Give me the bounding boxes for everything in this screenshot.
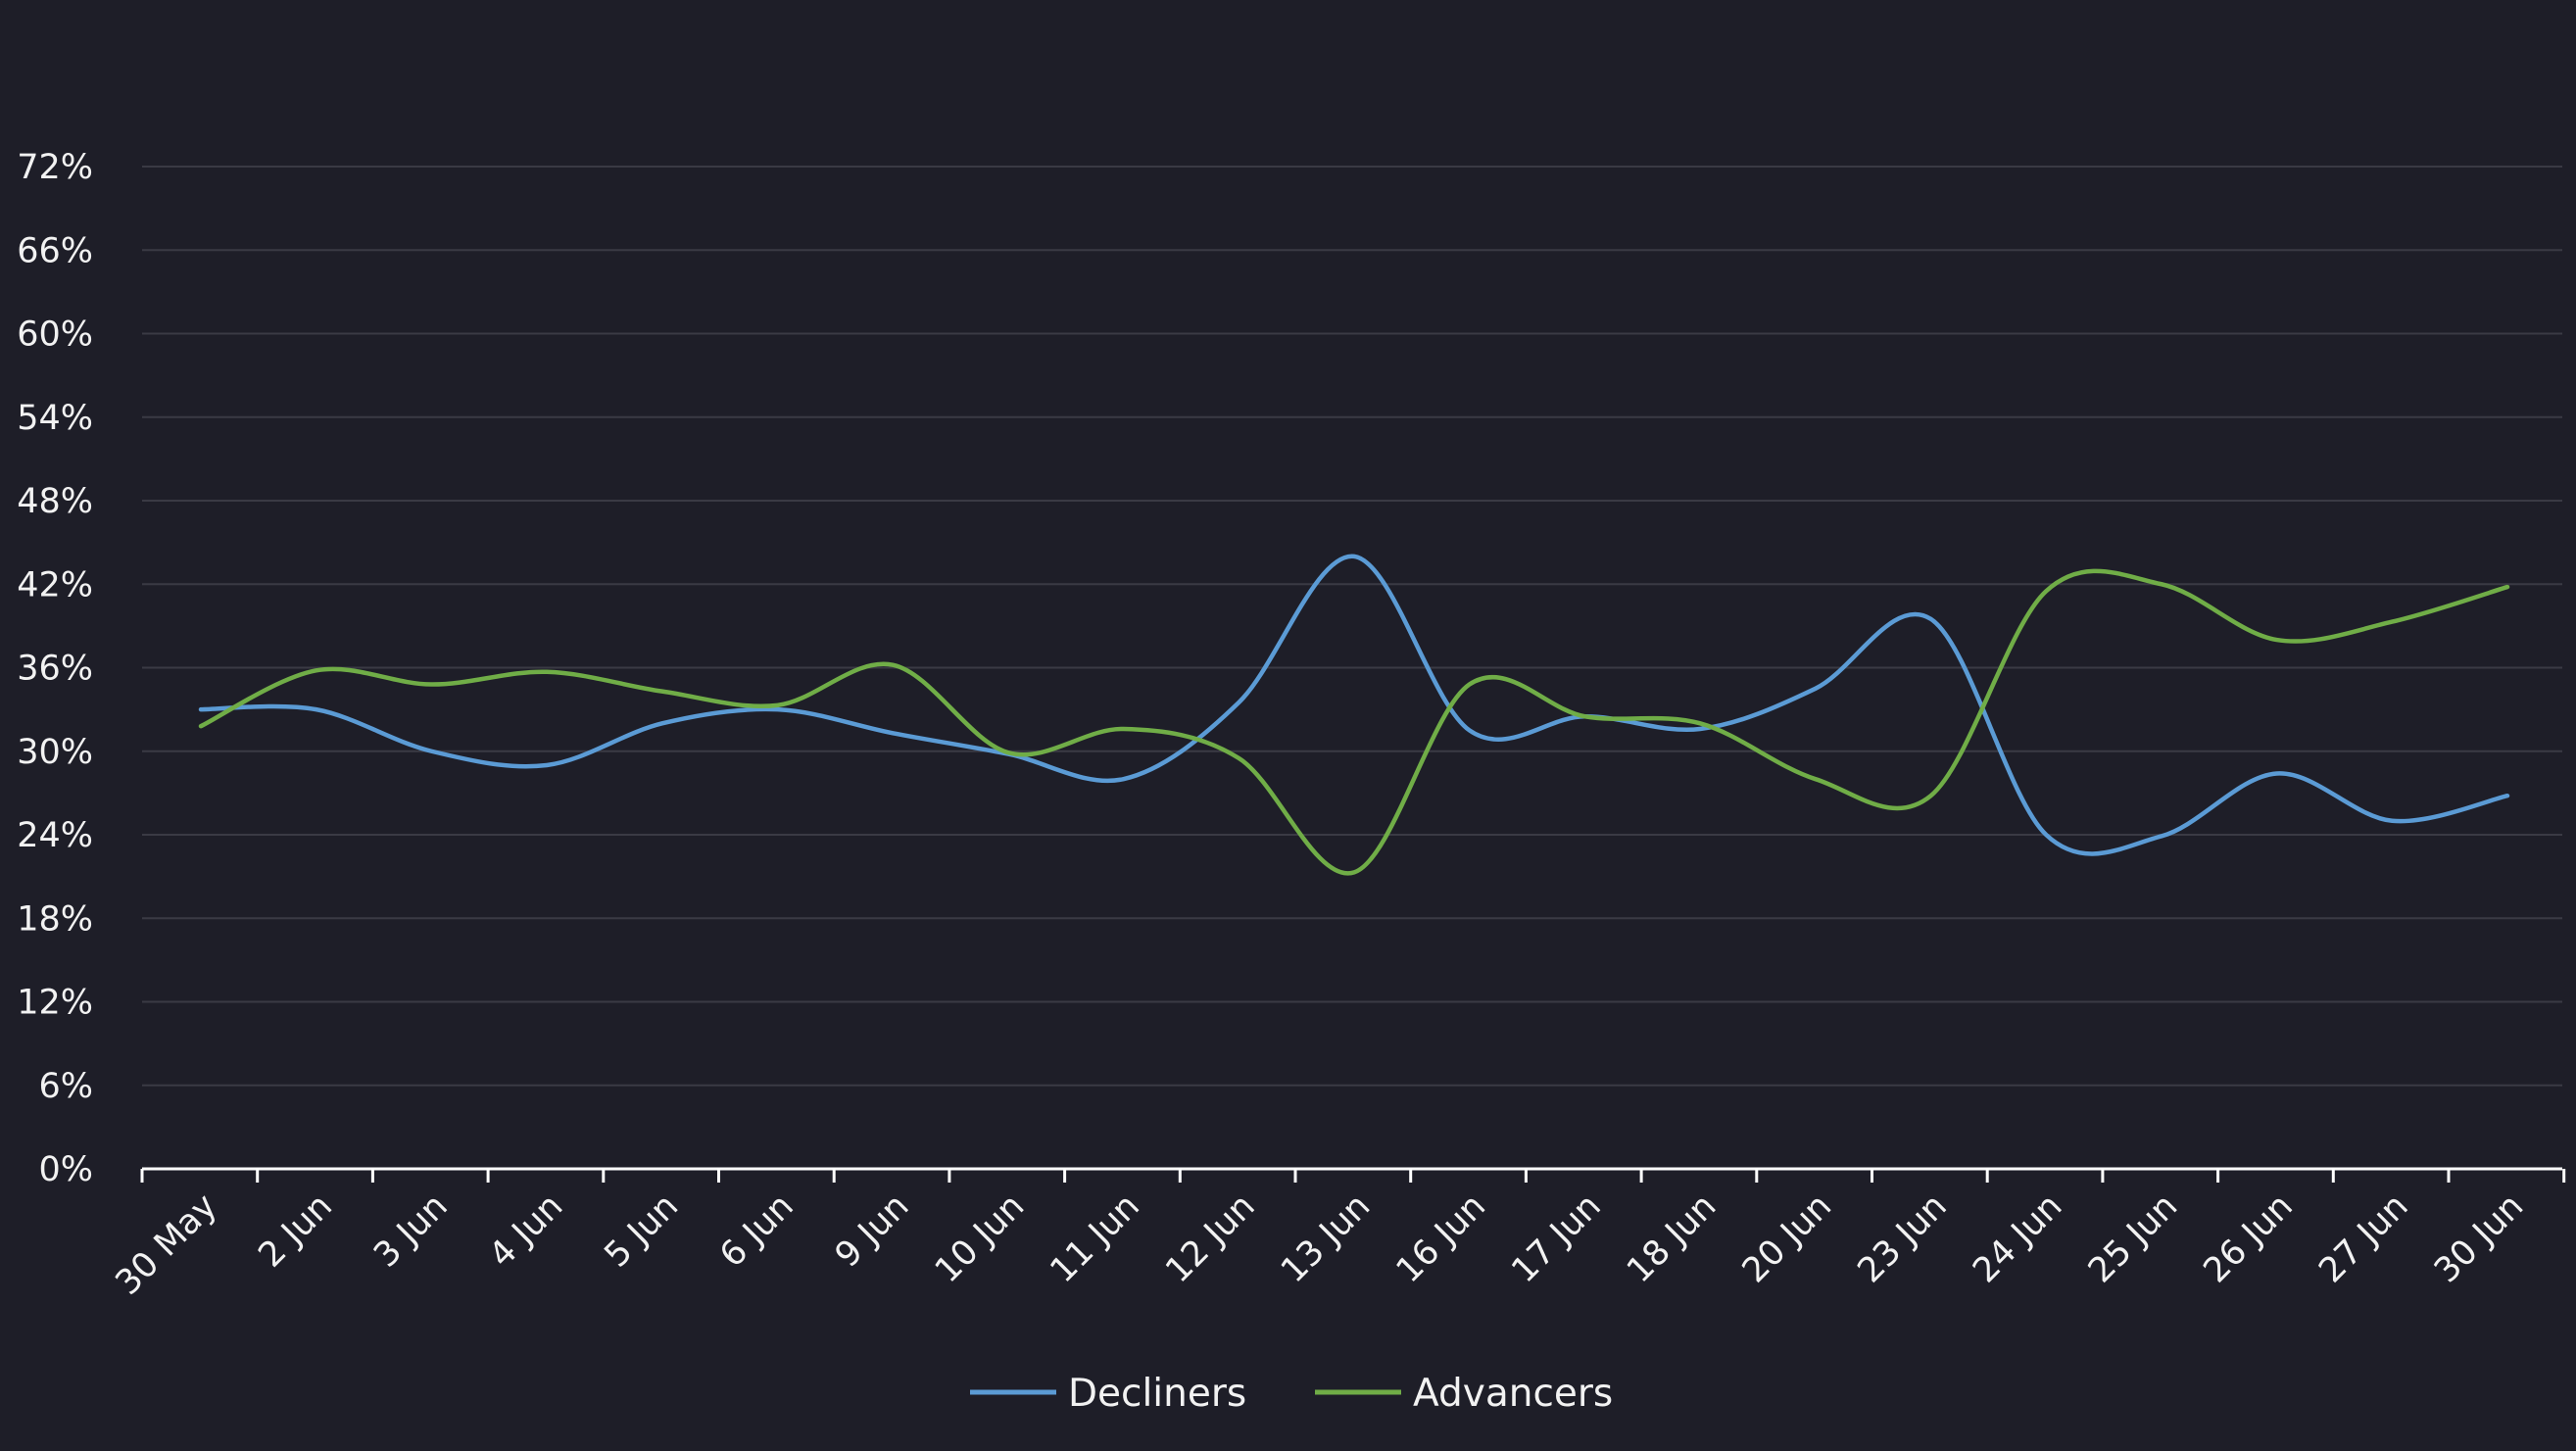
y-axis-ticks: 0% 6% 12% 18% 24% 30% 36% 42% 48% 54% 60% 66% 72% — [17, 148, 93, 1189]
series-line-decliners — [198, 554, 2510, 856]
y-tick-label: 36% — [17, 650, 93, 689]
y-tick-label: 0% — [38, 1150, 93, 1189]
y-tick-label: 30% — [17, 733, 93, 772]
legend-label: Decliners — [1068, 1372, 1246, 1416]
y-tick-label: 48% — [17, 482, 93, 521]
y-tick-label: 54% — [17, 399, 93, 438]
series-lines — [198, 554, 2510, 876]
legend-item: Advancers — [1315, 1372, 1613, 1416]
y-tick-label: 6% — [38, 1067, 93, 1106]
grid-lines — [142, 166, 2562, 1087]
legend: Decliners Advancers — [970, 1372, 1613, 1416]
y-tick-label: 18% — [17, 899, 93, 939]
y-tick-label: 24% — [17, 816, 93, 855]
y-tick-label: 12% — [17, 984, 93, 1023]
legend-item: Decliners — [970, 1372, 1246, 1416]
series-line-advancers — [198, 568, 2510, 876]
y-tick-label: 72% — [17, 148, 93, 187]
y-tick-label: 60% — [17, 315, 93, 355]
y-tick-label: 42% — [17, 565, 93, 605]
y-tick-label: 66% — [17, 231, 93, 270]
legend-label: Advancers — [1413, 1372, 1613, 1416]
